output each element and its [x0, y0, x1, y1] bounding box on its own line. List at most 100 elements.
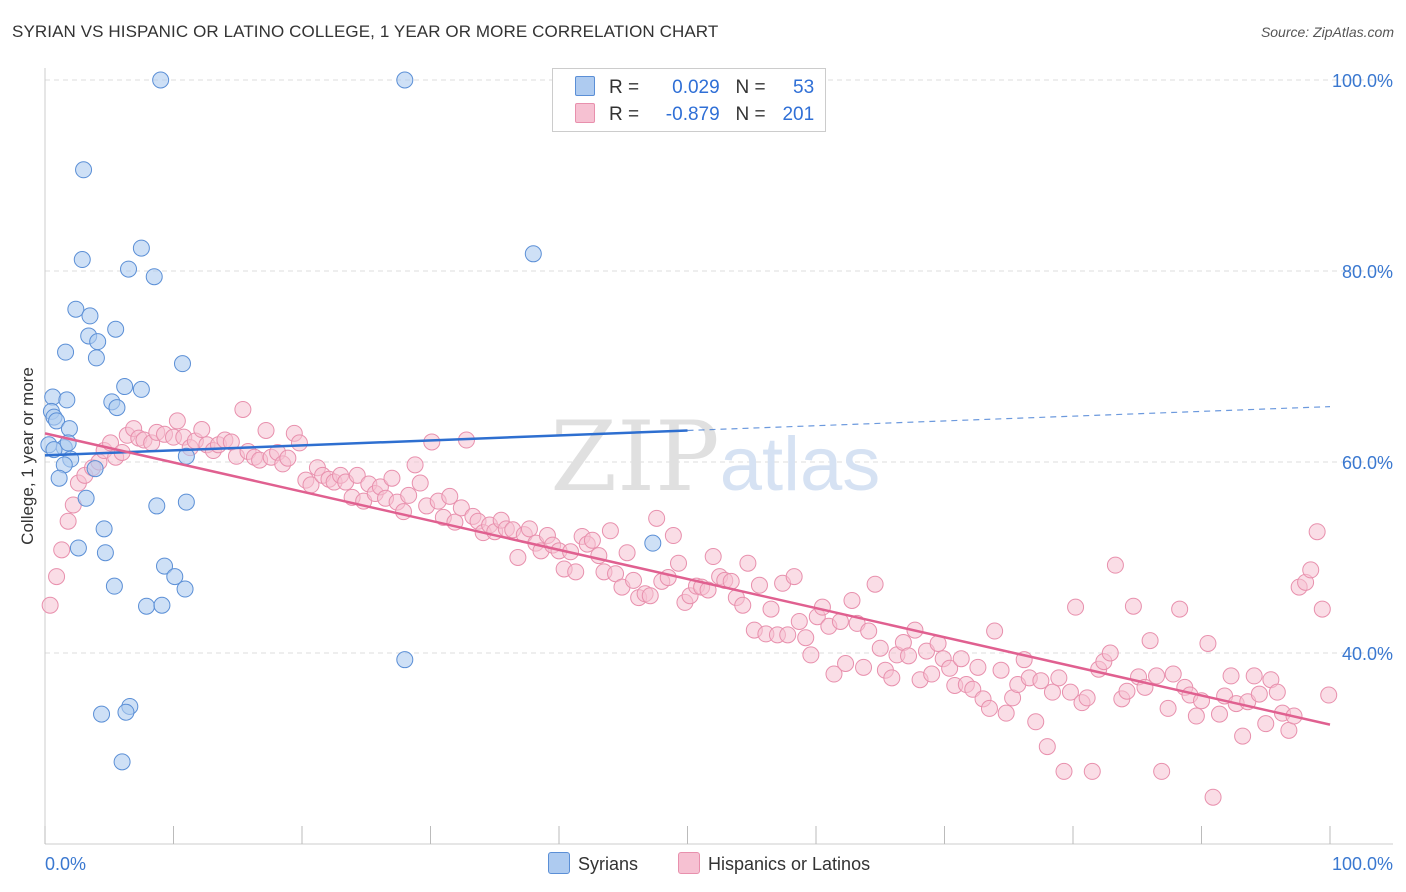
hispanic-point	[1280, 721, 1298, 739]
x-tick-label-max: 100.0%	[1332, 854, 1393, 874]
syrian-point	[166, 568, 184, 586]
syrian-point	[67, 300, 85, 318]
syrian-point	[156, 557, 174, 575]
hispanic-point	[860, 622, 878, 640]
syrian-point	[138, 597, 156, 615]
legend-r-label: R =	[609, 104, 640, 125]
hispanic-point	[234, 400, 252, 418]
legend-n-value: 201	[782, 104, 815, 125]
hispanic-point	[739, 554, 757, 572]
hispanic-point	[601, 522, 619, 540]
hispanic-point	[383, 469, 401, 487]
hispanic-point	[423, 433, 441, 451]
hispanic-point	[59, 512, 77, 530]
hispanic-point	[855, 658, 873, 676]
hispanic-point	[1210, 705, 1228, 723]
hispanic-point	[48, 568, 66, 586]
legend-n-label: N =	[735, 104, 766, 125]
hispanic-point	[290, 434, 308, 452]
hispanic-point	[1050, 669, 1068, 687]
legend-n-value: 53	[793, 77, 815, 98]
hispanic-point	[1245, 667, 1263, 685]
syrian-point	[173, 355, 191, 373]
y-tick-label: 80.0%	[1342, 262, 1393, 282]
syrian-point	[86, 460, 104, 478]
syrian-point	[50, 469, 68, 487]
syrian-point	[108, 399, 126, 417]
hispanic-point	[997, 704, 1015, 722]
chart-title: SYRIAN VS HISPANIC OR LATINO COLLEGE, 1 …	[12, 22, 719, 41]
syrian-point	[132, 239, 150, 257]
hispanic-point	[1164, 665, 1182, 683]
bottom-legend-hispanics: Hispanics or Latinos	[678, 852, 870, 875]
syrian-point	[524, 245, 542, 263]
hispanic-point	[843, 591, 861, 609]
hispanic-point	[992, 661, 1010, 679]
syrian-point	[117, 703, 135, 721]
hispanic-point	[659, 569, 677, 587]
x-tick-label-min: 0.0%	[45, 854, 86, 874]
hispanic-point	[257, 421, 275, 439]
hispanic-point	[664, 527, 682, 545]
hispanic-point	[583, 531, 601, 549]
hispanic-point	[883, 669, 901, 687]
hispanic-point	[452, 499, 470, 517]
hispanic-point	[1313, 600, 1331, 618]
hispanic-point	[1222, 667, 1240, 685]
hispanic-trend-line	[44, 432, 1331, 726]
hispanic-point	[1320, 686, 1338, 704]
hispanic-point	[1204, 788, 1222, 806]
syrian-point	[177, 493, 195, 511]
hispanic-point	[1159, 699, 1177, 717]
hispanic-point	[1038, 738, 1056, 756]
hispanic-point	[866, 575, 884, 593]
hispanic-point	[1268, 683, 1286, 701]
syrian-point	[107, 320, 125, 338]
hispanic-point	[406, 456, 424, 474]
hispanic-point	[1141, 632, 1159, 650]
hispanic-point	[1199, 634, 1217, 652]
hispanic-point	[1308, 523, 1326, 541]
syrian-point	[73, 251, 91, 269]
hispanic-point	[1148, 667, 1166, 685]
hispanic-point	[785, 568, 803, 586]
legend-row-syrians: R = 0.029 N = 53	[575, 76, 814, 98]
hispanic-point	[441, 487, 459, 505]
syrian-point	[132, 380, 150, 398]
syrian-point	[113, 753, 131, 771]
syrian-point	[105, 577, 123, 595]
syrian-point	[60, 420, 78, 438]
hispanic-point	[567, 563, 585, 581]
hispanic-point	[871, 639, 889, 657]
syrian-legend-label: Syrians	[578, 854, 639, 874]
gridlines	[45, 79, 1393, 654]
hispanic-point	[1302, 561, 1320, 579]
hispanic-legend-label: Hispanics or Latinos	[708, 854, 871, 874]
hispanic-legend-swatch	[678, 852, 700, 874]
watermark: ZIP atlas	[550, 401, 880, 513]
hispanic-point	[670, 554, 688, 572]
syrian-point	[120, 260, 138, 278]
hispanic-point	[520, 520, 538, 538]
syrian-point	[93, 705, 111, 723]
hispanic-point	[802, 646, 820, 664]
hispanic-point	[41, 596, 59, 614]
hispanic-point	[704, 548, 722, 566]
y-tick-label: 40.0%	[1342, 644, 1393, 664]
syrian-point	[48, 412, 66, 430]
hispanic-point	[1234, 727, 1252, 745]
watermark-zip: ZIP	[550, 401, 719, 513]
hispanic-point	[1171, 600, 1189, 618]
bottom-legend-syrians: Syrians	[548, 852, 638, 875]
watermark-atlas: atlas	[720, 422, 881, 507]
hispanic-point	[348, 466, 366, 484]
hispanic-point	[618, 544, 636, 562]
correlation-legend: R = 0.029 N = 53 R = -0.879 N = 201	[552, 68, 826, 132]
hispanic-point	[699, 581, 717, 599]
hispanic-point	[1257, 715, 1275, 733]
hispanic-point	[1118, 682, 1136, 700]
syrian-point	[116, 378, 134, 396]
syrian-point	[58, 391, 76, 409]
legend-r-value: 0.029	[672, 77, 720, 98]
